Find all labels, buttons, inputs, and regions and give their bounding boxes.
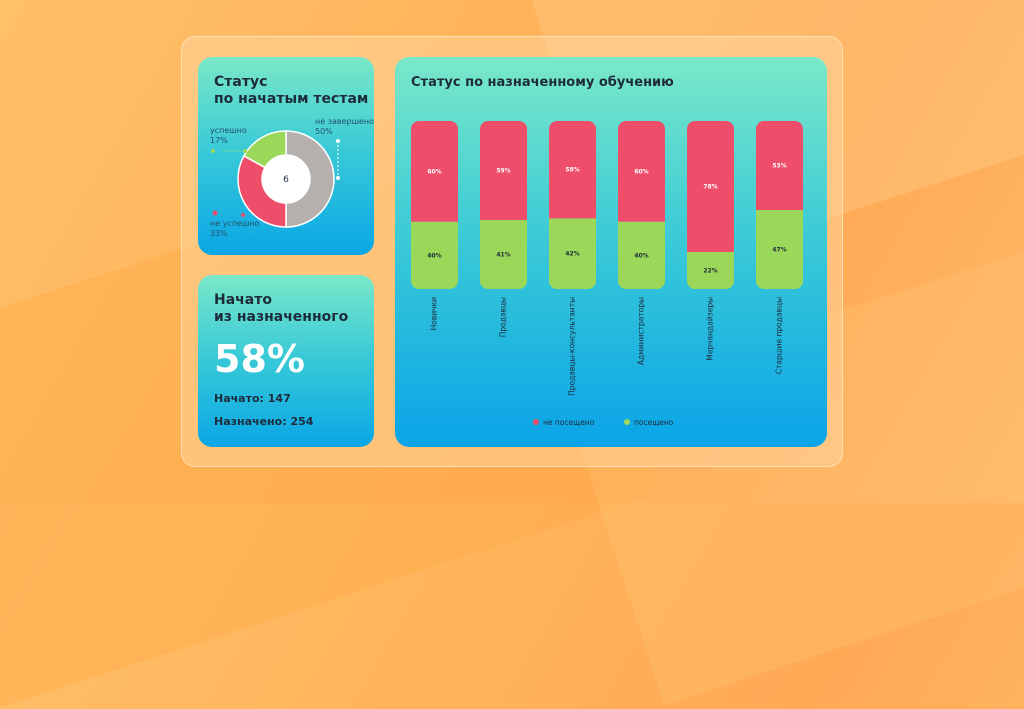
donut-center-value: 6: [283, 175, 289, 185]
bar-group: 53% 47% Старшие продавцы: [756, 121, 803, 374]
started-card: Начато из назначенного 58% Начато: 147 Н…: [198, 275, 374, 447]
fail-marker: [212, 210, 218, 216]
bar-label-not-attended: 60%: [634, 168, 648, 175]
pending-legend: не завершено 50%: [315, 117, 374, 137]
fail-legend: не успешно 33%: [210, 219, 259, 239]
bar-label-not-attended: 53%: [772, 163, 786, 170]
success-marker: [211, 149, 215, 153]
category-label: Продавцы-консультанты: [568, 297, 577, 396]
bar-label-not-attended: 58%: [565, 167, 579, 174]
started-card-title: Начато из назначенного: [214, 292, 348, 326]
pending-value: 50%: [315, 127, 333, 136]
bar-group: 78% 22% Мерчандайзеры: [687, 121, 734, 361]
bar-label-attended: 40%: [427, 252, 441, 259]
tests-card-title: Статус по начатым тестам: [214, 74, 368, 108]
training-bar-chart: 60% 40% Новички 59% 41% Продавцы 58% 42% Продавц…: [411, 121, 803, 427]
started-percent: 58%: [214, 337, 305, 381]
chart-legend: не посещено посещено: [533, 418, 674, 427]
category-label: Старшие продавцы: [775, 297, 784, 374]
tests-title-line1: Статус: [214, 74, 268, 90]
pending-label: не завершено: [315, 117, 374, 126]
fail-label: не успешно: [210, 219, 260, 228]
bar-label-not-attended: 60%: [427, 168, 441, 175]
training-status-card: Статус по назначенному обучению 60% 40% Но…: [395, 57, 827, 447]
bar-attended: [480, 220, 527, 289]
success-label: успешно: [210, 126, 247, 135]
bar-label-attended: 42%: [565, 251, 579, 258]
pending-marker-end: [336, 176, 340, 180]
bar-group: 60% 40% Новички: [411, 121, 458, 330]
bar-not-attended: [411, 121, 458, 222]
bar-not-attended: [687, 121, 734, 253]
bar-attended: [756, 210, 803, 289]
started-title-line2: из назначенного: [214, 309, 349, 325]
legend-attended-label: посещено: [634, 418, 674, 427]
legend-not-attended-label: не посещено: [543, 418, 595, 427]
started-count: Начато: 147: [214, 392, 291, 405]
bar-group: 60% 40% Администраторы: [618, 121, 665, 365]
bar-not-attended: [618, 121, 665, 222]
started-title-line1: Начато: [214, 292, 272, 308]
category-label: Мерчандайзеры: [706, 297, 715, 361]
bar-attended: [549, 218, 596, 289]
bar-label-not-attended: 59%: [496, 168, 510, 175]
bar-label-attended: 22%: [703, 268, 717, 275]
tests-title-line2: по начатым тестам: [214, 91, 369, 107]
success-marker-end: [243, 149, 247, 153]
pending-marker: [336, 139, 340, 143]
bar-label-attended: 41%: [496, 252, 510, 259]
category-label: Новички: [430, 297, 439, 330]
tests-status-card: Статус по начатым тестам 6 успешно 17% н…: [198, 57, 374, 255]
tests-donut-chart: 6: [211, 130, 340, 228]
fail-marker-end: [241, 213, 245, 217]
success-legend: успешно 17%: [210, 126, 247, 146]
bar-label-attended: 40%: [634, 252, 648, 259]
bar-group: 59% 41% Продавцы: [480, 121, 527, 337]
assigned-count: Назначено: 254: [214, 415, 314, 428]
bar-not-attended: [480, 121, 527, 221]
bar-not-attended: [549, 121, 596, 219]
bar-label-attended: 47%: [772, 247, 786, 254]
success-value: 17%: [210, 136, 228, 145]
legend-attended-marker: [624, 419, 630, 425]
bar-not-attended: [756, 121, 803, 211]
bar-attended: [618, 221, 665, 289]
legend-not-attended-marker: [533, 419, 539, 425]
fail-value: 33%: [210, 229, 228, 238]
training-chart-title: Статус по назначенному обучению: [411, 75, 674, 90]
bar-attended: [687, 252, 734, 289]
bar-group: 58% 42% Продавцы-консультанты: [549, 121, 596, 396]
bar-label-not-attended: 78%: [703, 184, 717, 191]
category-label: Администраторы: [637, 297, 646, 365]
donut-center: [262, 155, 310, 203]
category-label: Продавцы: [499, 297, 508, 337]
bar-attended: [411, 221, 458, 289]
